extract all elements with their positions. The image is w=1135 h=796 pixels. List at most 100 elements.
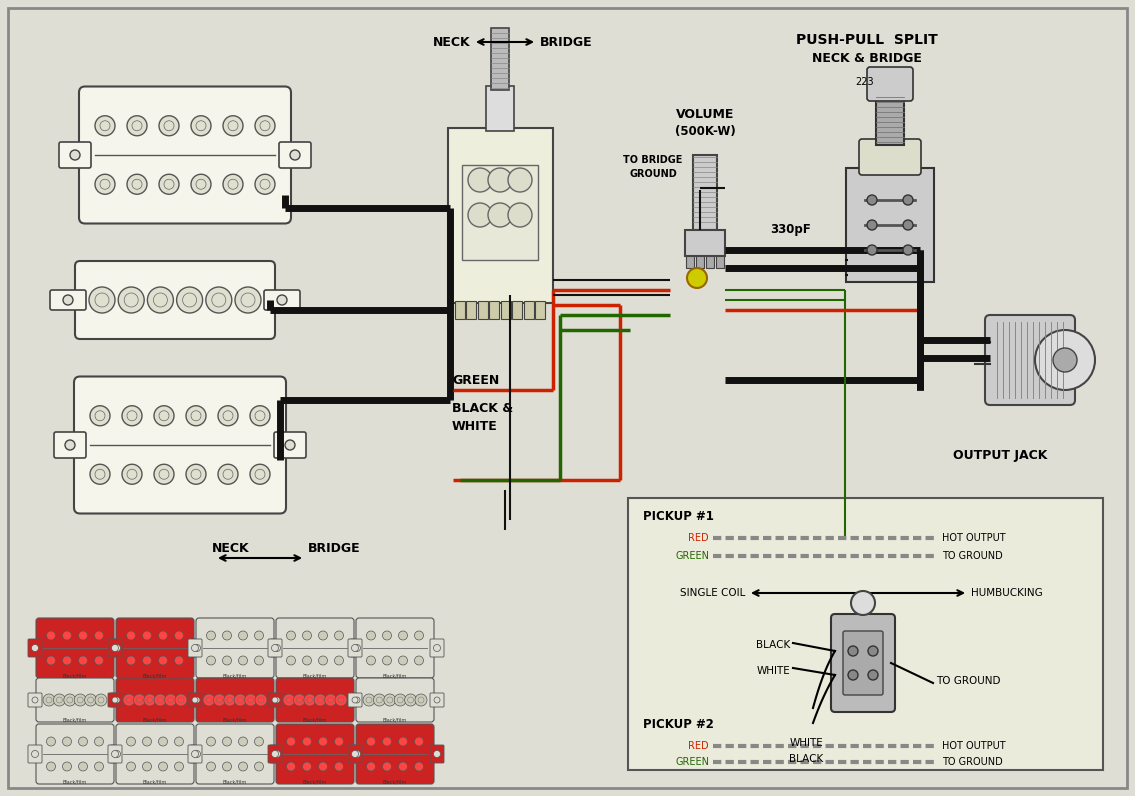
Circle shape — [143, 737, 151, 746]
Circle shape — [415, 694, 427, 706]
Circle shape — [196, 121, 205, 131]
Circle shape — [418, 697, 424, 703]
Circle shape — [414, 656, 423, 665]
Circle shape — [118, 287, 144, 313]
Circle shape — [286, 656, 295, 665]
Circle shape — [367, 656, 376, 665]
Circle shape — [317, 697, 323, 703]
FancyBboxPatch shape — [196, 678, 274, 722]
Circle shape — [114, 645, 120, 651]
Text: HUMBUCKING: HUMBUCKING — [972, 588, 1043, 598]
Circle shape — [353, 645, 361, 651]
Circle shape — [191, 411, 201, 421]
Text: 223: 223 — [855, 77, 874, 87]
FancyBboxPatch shape — [430, 745, 444, 763]
FancyBboxPatch shape — [348, 745, 362, 763]
Circle shape — [205, 287, 232, 313]
Circle shape — [867, 220, 877, 230]
Circle shape — [260, 121, 270, 131]
FancyBboxPatch shape — [59, 142, 91, 168]
Circle shape — [143, 631, 151, 640]
Bar — [501, 301, 511, 318]
Circle shape — [285, 440, 295, 450]
Text: TO GROUND: TO GROUND — [942, 551, 1002, 561]
FancyBboxPatch shape — [28, 639, 42, 657]
Text: 330pF: 330pF — [770, 224, 810, 236]
FancyBboxPatch shape — [276, 678, 354, 722]
Bar — [486, 85, 514, 131]
Circle shape — [175, 694, 187, 706]
Circle shape — [212, 293, 226, 307]
FancyBboxPatch shape — [843, 631, 883, 695]
Circle shape — [238, 762, 247, 771]
Circle shape — [1035, 330, 1095, 390]
Circle shape — [335, 762, 344, 771]
Text: GREEN: GREEN — [675, 551, 709, 561]
Circle shape — [62, 737, 72, 746]
Circle shape — [254, 762, 263, 771]
Circle shape — [43, 694, 54, 706]
Circle shape — [255, 411, 264, 421]
Circle shape — [868, 670, 878, 680]
Circle shape — [271, 751, 278, 758]
Text: WHITE: WHITE — [789, 738, 823, 748]
Circle shape — [306, 697, 313, 703]
Text: Black/film: Black/film — [303, 780, 327, 785]
FancyBboxPatch shape — [350, 639, 364, 657]
Text: RED: RED — [688, 741, 709, 751]
Circle shape — [296, 697, 302, 703]
Circle shape — [132, 121, 142, 131]
Circle shape — [134, 694, 145, 706]
Circle shape — [325, 694, 337, 706]
FancyBboxPatch shape — [268, 639, 281, 657]
Circle shape — [64, 694, 76, 706]
Circle shape — [384, 694, 396, 706]
FancyBboxPatch shape — [36, 724, 114, 784]
Circle shape — [398, 656, 407, 665]
Text: TO GROUND: TO GROUND — [936, 676, 1000, 686]
FancyBboxPatch shape — [108, 745, 121, 763]
Text: PICKUP #2: PICKUP #2 — [644, 718, 714, 731]
Circle shape — [286, 697, 292, 703]
Text: TO BRIDGE: TO BRIDGE — [623, 155, 682, 165]
Bar — [491, 28, 508, 89]
Text: Black/film: Black/film — [382, 780, 407, 785]
Circle shape — [241, 293, 255, 307]
Circle shape — [867, 245, 877, 255]
Text: Black/film: Black/film — [143, 780, 167, 785]
FancyBboxPatch shape — [350, 693, 364, 707]
Text: OUTPUT JACK: OUTPUT JACK — [952, 448, 1048, 462]
Circle shape — [319, 656, 328, 665]
Circle shape — [434, 751, 440, 758]
Circle shape — [398, 737, 407, 746]
FancyBboxPatch shape — [846, 168, 934, 282]
Circle shape — [144, 694, 155, 706]
FancyBboxPatch shape — [348, 693, 362, 707]
Circle shape — [47, 697, 52, 703]
FancyBboxPatch shape — [348, 639, 362, 657]
Circle shape — [868, 646, 878, 656]
FancyBboxPatch shape — [867, 67, 913, 101]
Text: Black/film: Black/film — [382, 718, 407, 723]
Circle shape — [89, 287, 115, 313]
Circle shape — [222, 411, 233, 421]
Circle shape — [335, 656, 344, 665]
Circle shape — [382, 631, 392, 640]
Circle shape — [87, 697, 93, 703]
Circle shape — [398, 631, 407, 640]
Circle shape — [203, 694, 215, 706]
Circle shape — [94, 762, 103, 771]
Circle shape — [508, 168, 532, 192]
Circle shape — [154, 464, 174, 484]
Circle shape — [414, 737, 423, 746]
Circle shape — [159, 631, 168, 640]
Circle shape — [377, 697, 382, 703]
Circle shape — [175, 762, 184, 771]
Circle shape — [222, 762, 232, 771]
Circle shape — [274, 751, 280, 758]
Circle shape — [32, 697, 37, 703]
Circle shape — [222, 631, 232, 640]
Circle shape — [191, 470, 201, 479]
Circle shape — [260, 179, 270, 189]
Text: GROUND: GROUND — [629, 169, 676, 179]
